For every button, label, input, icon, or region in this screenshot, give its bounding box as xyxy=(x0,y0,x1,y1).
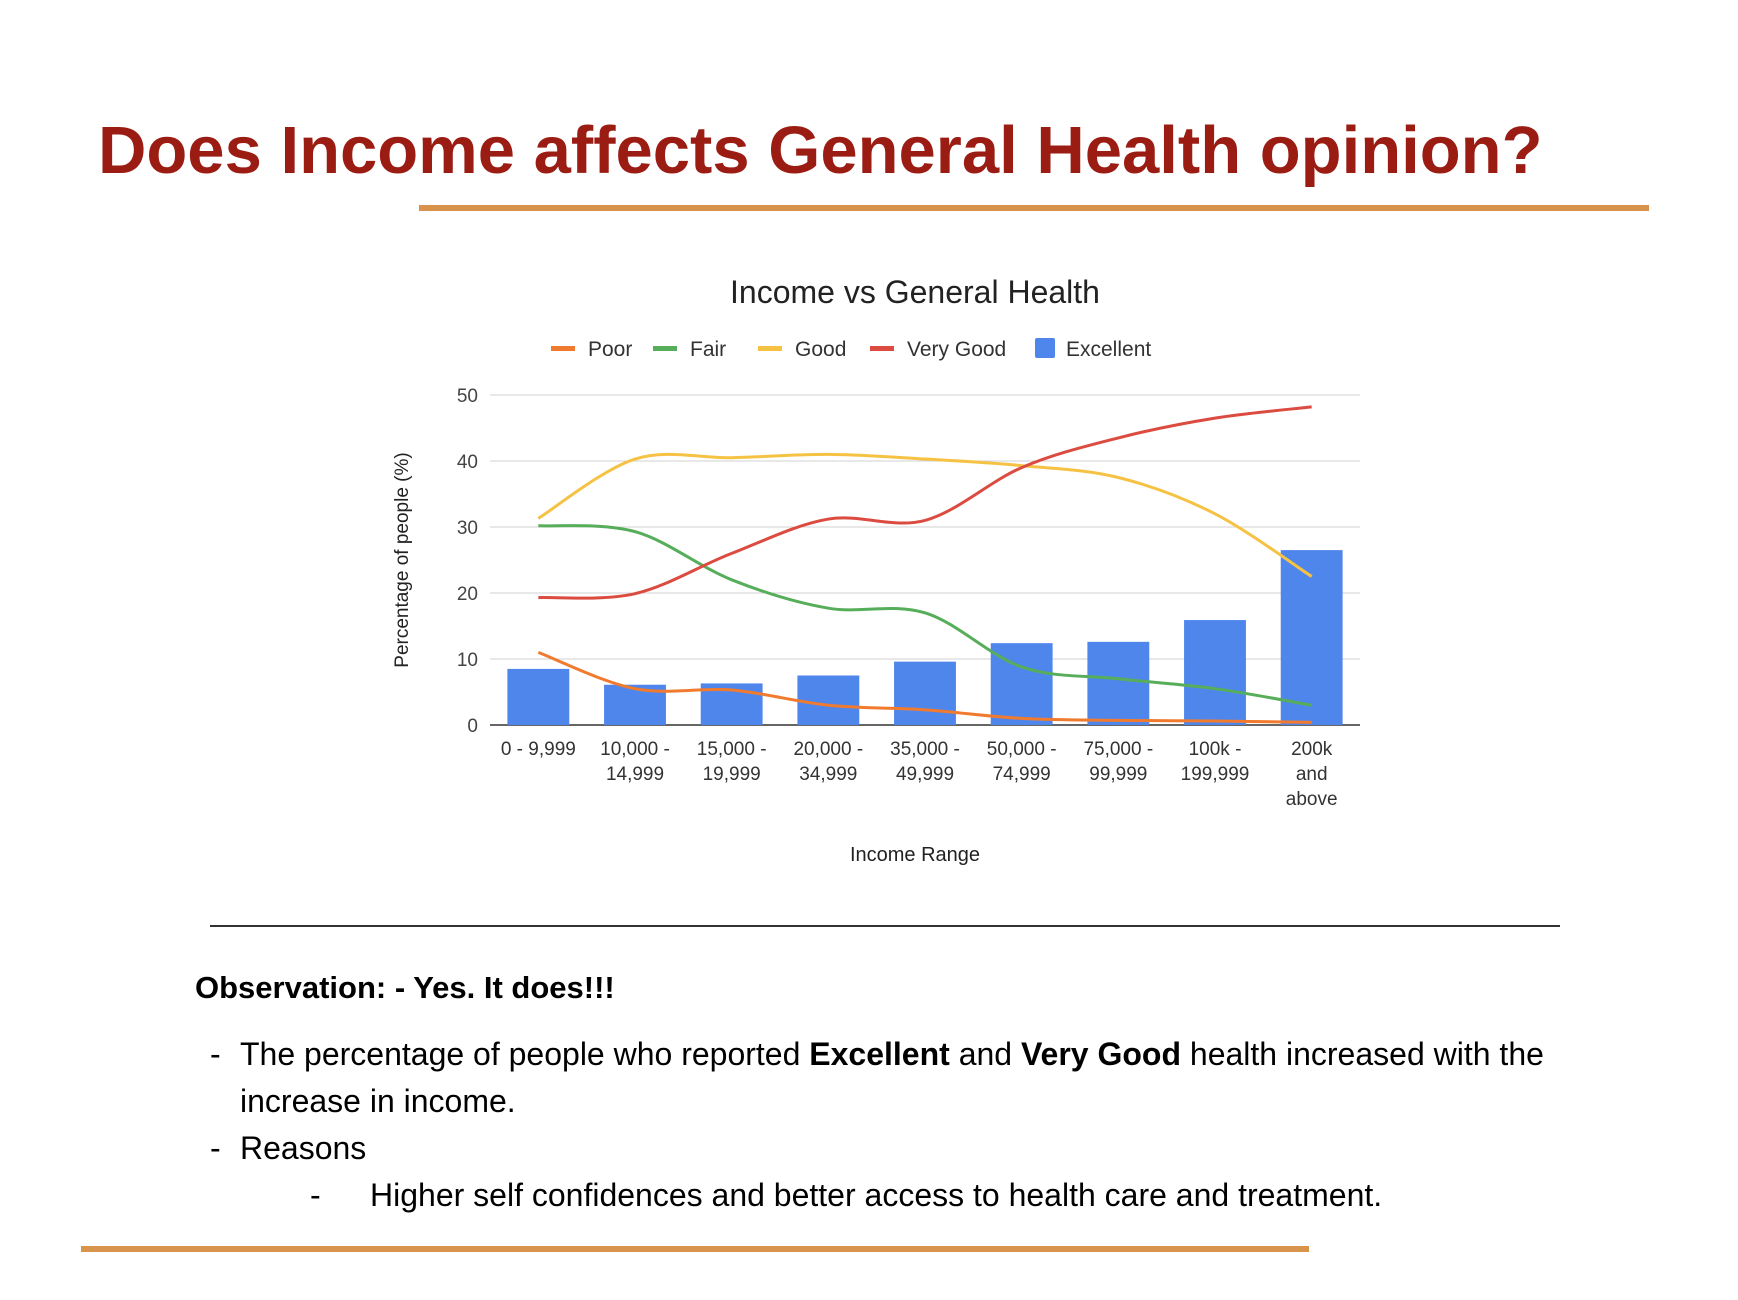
y-axis-label: Percentage of people (%) xyxy=(392,452,413,667)
bar-excellent xyxy=(1184,620,1246,725)
x-tick-label: 75,000 - xyxy=(1083,739,1153,760)
legend-label-good: Good xyxy=(795,338,846,361)
y-tick-label: 10 xyxy=(457,650,478,671)
chart-title: Income vs General Health xyxy=(730,274,1100,310)
bar-excellent xyxy=(797,675,860,725)
bullet-dash: - xyxy=(310,1177,321,1213)
bar-excellent xyxy=(894,661,956,725)
bullet-1-post: health increased with the increase in in… xyxy=(240,1036,1544,1119)
x-tick-label: 35,000 - xyxy=(890,739,960,760)
legend-swatch-good xyxy=(758,346,782,351)
line-poor xyxy=(537,650,1312,724)
section-divider xyxy=(210,925,1560,927)
legend-swatch-excellent xyxy=(1035,338,1055,358)
bullet-1-text: The percentage of people who reported Ex… xyxy=(240,1031,1620,1125)
legend-swatch-very-good xyxy=(870,346,894,351)
x-tick-label: 10,000 - xyxy=(600,739,670,760)
line-fair xyxy=(538,524,1312,707)
x-tick-label: and xyxy=(1296,764,1328,785)
bullet-1-very-good: Very Good xyxy=(1020,1036,1182,1072)
chart-canvas: Income vs General Health Poor Fair Good Very… xyxy=(392,274,1360,866)
x-tick-label: 100k - xyxy=(1189,739,1242,760)
y-tick-label: 30 xyxy=(457,518,478,539)
slide-title: Does Income affects General Health opini… xyxy=(98,113,1543,188)
y-tick-label: 20 xyxy=(457,584,478,605)
x-tick-label: 199,999 xyxy=(1181,764,1250,785)
legend-swatch-fair xyxy=(653,346,677,351)
bullet-2-text: Reasons xyxy=(240,1130,367,1166)
bullet-1-pre: The percentage of people who reported xyxy=(240,1036,810,1072)
x-tick-label: 20,000 - xyxy=(793,739,863,760)
title-accent-line xyxy=(419,205,1649,211)
x-tick-label: 14,999 xyxy=(606,764,664,785)
bullet-1-mid: and xyxy=(949,1036,1021,1072)
bar-excellent xyxy=(507,668,570,725)
x-tick-label: 200k xyxy=(1291,739,1333,760)
legend-swatch-poor xyxy=(551,346,575,351)
legend-label-fair: Fair xyxy=(690,338,726,361)
bar-excellent xyxy=(1280,550,1343,725)
x-tick-label: 34,999 xyxy=(799,764,857,785)
sub-bullet-text: Higher self confidences and better acces… xyxy=(370,1177,1383,1213)
line-very-good xyxy=(538,405,1312,600)
y-tick-label: 50 xyxy=(457,386,478,407)
x-tick-label: 19,999 xyxy=(703,764,761,785)
x-tick-label: 99,999 xyxy=(1089,764,1147,785)
bar-excellent xyxy=(1087,641,1150,725)
footer-accent-line xyxy=(81,1246,1309,1252)
x-tick-label: 49,999 xyxy=(896,764,954,785)
legend-label-very-good: Very Good xyxy=(907,338,1006,361)
y-tick-label: 40 xyxy=(457,452,478,473)
observation-heading: Observation: - Yes. It does!!! xyxy=(195,970,615,1005)
bullet-dash: - xyxy=(210,1036,221,1072)
legend-label-excellent: Excellent xyxy=(1066,338,1151,361)
x-tick-label: 15,000 - xyxy=(697,739,767,760)
bullet-dash: - xyxy=(210,1130,221,1166)
x-tick-label: 0 - 9,999 xyxy=(501,739,576,760)
y-tick-label: 0 xyxy=(467,716,478,737)
x-tick-label: 74,999 xyxy=(993,764,1051,785)
legend-label-poor: Poor xyxy=(588,338,632,361)
line-good xyxy=(537,452,1313,578)
x-axis-label: Income Range xyxy=(850,844,980,866)
x-tick-label: 50,000 - xyxy=(987,739,1057,760)
bullet-1-excellent: Excellent xyxy=(809,1036,950,1072)
x-tick-label: above xyxy=(1286,789,1338,810)
income-health-chart: Income vs General Health Poor Fair Good Very… xyxy=(370,255,1400,895)
